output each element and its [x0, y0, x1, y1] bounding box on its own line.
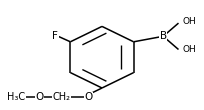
Text: O: O [36, 92, 44, 102]
Text: B: B [160, 31, 167, 41]
Text: H₃C: H₃C [7, 92, 25, 102]
Text: OH: OH [183, 17, 196, 27]
Text: O: O [85, 92, 93, 102]
Text: CH₂: CH₂ [52, 92, 70, 102]
Text: OH: OH [183, 45, 196, 54]
Text: F: F [52, 31, 58, 41]
